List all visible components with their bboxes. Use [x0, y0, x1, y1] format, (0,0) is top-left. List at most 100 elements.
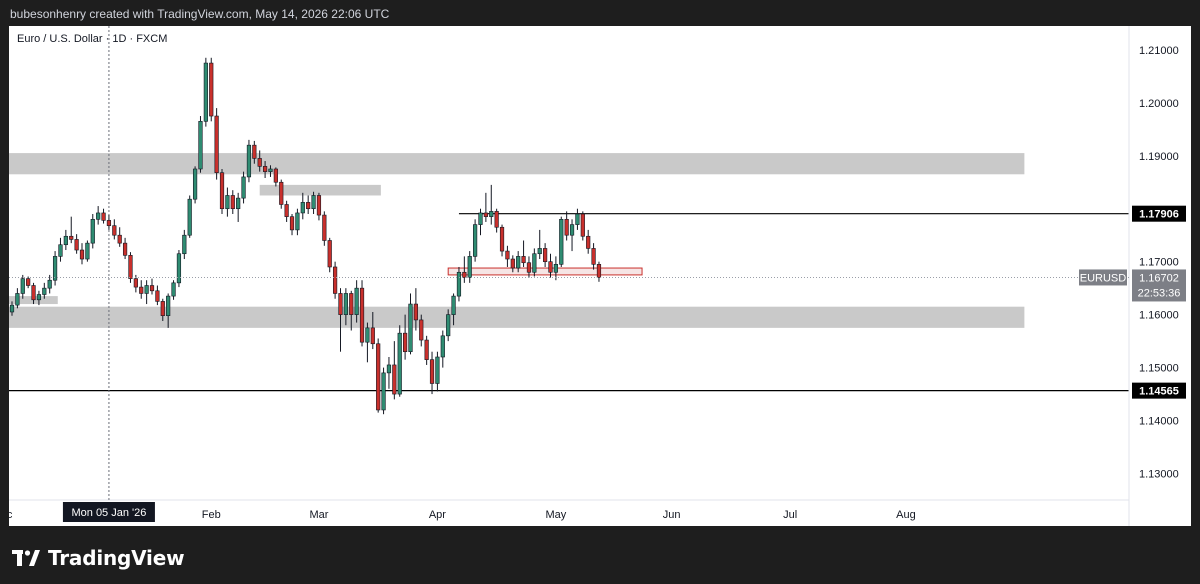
candle[interactable]: [79, 243, 85, 265]
candle[interactable]: [386, 357, 392, 389]
candle[interactable]: [591, 243, 596, 270]
candle[interactable]: [106, 215, 112, 230]
candle[interactable]: [419, 314, 424, 347]
candle[interactable]: [26, 276, 31, 289]
candle[interactable]: [510, 255, 515, 273]
candle[interactable]: [424, 335, 429, 365]
candle[interactable]: [15, 288, 20, 309]
candle[interactable]: [359, 280, 365, 347]
candle[interactable]: [63, 229, 68, 251]
candle[interactable]: [494, 208, 499, 233]
candle[interactable]: [586, 229, 591, 254]
candle[interactable]: [187, 195, 192, 238]
candle[interactable]: [101, 208, 106, 224]
candle[interactable]: [408, 293, 413, 355]
candle[interactable]: [36, 290, 42, 306]
candle[interactable]: [252, 140, 257, 164]
candle[interactable]: [198, 116, 203, 173]
candle[interactable]: [473, 219, 478, 262]
candle[interactable]: [478, 208, 483, 236]
candle[interactable]: [31, 282, 36, 305]
candle[interactable]: [532, 248, 537, 277]
candle[interactable]: [537, 229, 542, 260]
candle[interactable]: [392, 341, 397, 400]
candle[interactable]: [311, 191, 316, 215]
candle[interactable]: [262, 161, 268, 178]
candle[interactable]: [521, 240, 526, 267]
candle[interactable]: [516, 251, 521, 273]
candle[interactable]: [413, 288, 418, 331]
candle[interactable]: [300, 192, 305, 220]
candle[interactable]: [139, 280, 144, 299]
candle[interactable]: [166, 293, 171, 328]
candle[interactable]: [279, 179, 284, 209]
candle[interactable]: [564, 211, 569, 241]
candle[interactable]: [435, 351, 440, 392]
candle[interactable]: [316, 192, 322, 221]
candle[interactable]: [559, 216, 564, 267]
candle[interactable]: [553, 256, 558, 281]
candle[interactable]: [236, 192, 241, 222]
candlestick-chart[interactable]: 1.17906 1.14565 1.21000 1.20000 1.19000 1.17…: [1, 26, 1191, 526]
candle[interactable]: [489, 184, 494, 225]
candle[interactable]: [90, 214, 95, 249]
candle[interactable]: [52, 251, 58, 286]
candle[interactable]: [246, 139, 252, 183]
candle[interactable]: [451, 293, 456, 326]
candle[interactable]: [9, 301, 15, 316]
candle[interactable]: [241, 171, 246, 204]
candle[interactable]: [354, 280, 359, 323]
zone-3[interactable]: [9, 306, 1025, 328]
candle[interactable]: [332, 261, 338, 299]
candle[interactable]: [144, 280, 149, 305]
candle[interactable]: [343, 288, 348, 326]
candle[interactable]: [306, 195, 311, 215]
candle[interactable]: [149, 278, 155, 295]
candle[interactable]: [47, 274, 52, 294]
candle[interactable]: [295, 208, 300, 236]
candle[interactable]: [499, 224, 505, 257]
candle[interactable]: [160, 298, 165, 321]
candle[interactable]: [483, 192, 488, 222]
candle[interactable]: [569, 219, 575, 252]
candle[interactable]: [429, 351, 435, 395]
candle[interactable]: [117, 227, 122, 247]
candle[interactable]: [289, 214, 295, 236]
candle[interactable]: [69, 216, 74, 244]
candle[interactable]: [85, 240, 90, 262]
candle[interactable]: [505, 245, 510, 267]
candle[interactable]: [376, 338, 381, 413]
candle[interactable]: [322, 211, 327, 246]
candle[interactable]: [214, 108, 219, 180]
candle[interactable]: [370, 311, 375, 350]
candle[interactable]: [596, 261, 602, 282]
candle[interactable]: [192, 166, 198, 204]
candle[interactable]: [440, 330, 445, 368]
candle[interactable]: [203, 57, 208, 127]
candle[interactable]: [456, 266, 462, 302]
candle[interactable]: [74, 234, 79, 254]
candle[interactable]: [257, 150, 262, 172]
candle[interactable]: [225, 187, 230, 217]
candle[interactable]: [575, 208, 580, 230]
candle[interactable]: [155, 285, 160, 306]
candle[interactable]: [467, 251, 472, 283]
zone-0[interactable]: [9, 153, 1025, 175]
candle[interactable]: [219, 168, 225, 215]
tradingview-logo[interactable]: TradingView: [12, 546, 185, 570]
candle[interactable]: [381, 367, 386, 415]
candle[interactable]: [112, 219, 117, 240]
candle[interactable]: [526, 256, 532, 278]
candle[interactable]: [209, 57, 214, 122]
candle[interactable]: [397, 325, 402, 397]
candle[interactable]: [171, 280, 176, 300]
candle[interactable]: [548, 253, 553, 278]
zone-4[interactable]: [447, 267, 643, 276]
candle[interactable]: [349, 290, 354, 331]
candle[interactable]: [338, 288, 343, 352]
candle[interactable]: [122, 237, 128, 260]
candle[interactable]: [284, 200, 289, 222]
candle[interactable]: [20, 274, 25, 299]
candle[interactable]: [176, 250, 182, 288]
candle[interactable]: [182, 229, 187, 260]
